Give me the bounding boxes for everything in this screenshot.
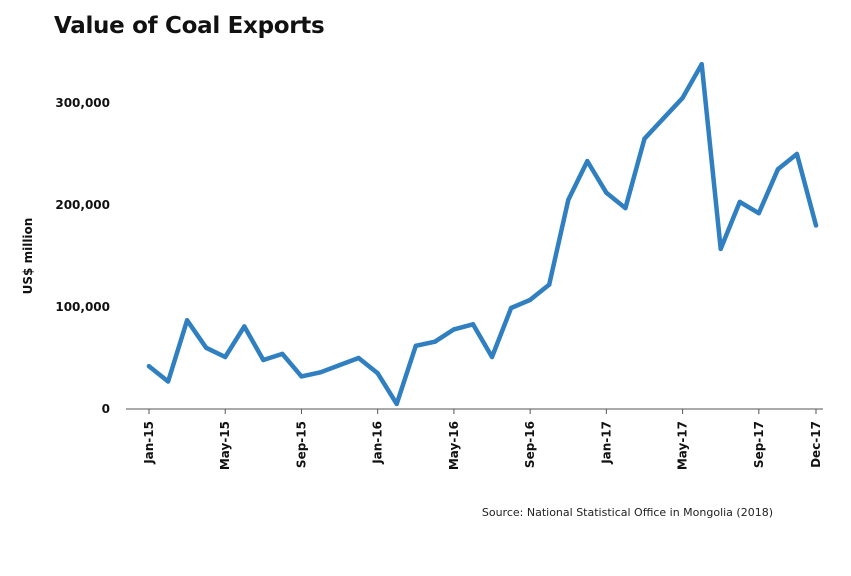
source-note: Source: National Statistical Office in M… <box>481 506 773 519</box>
x-tick-label: Jan-16 <box>371 421 385 465</box>
x-tick-label: Sep-15 <box>294 421 308 468</box>
data-point-Oct-16 <box>547 282 552 287</box>
data-point-Mar-15 <box>184 318 190 323</box>
y-tick-label: 200,000 <box>55 198 110 212</box>
series-line <box>146 61 819 407</box>
data-point-Jun-17 <box>699 61 704 67</box>
data-point-Apr-17 <box>661 116 666 121</box>
data-point-May-17 <box>680 95 685 101</box>
data-point-Mar-16 <box>413 343 418 348</box>
y-axis-title: US$ million <box>21 218 35 295</box>
data-point-May-16 <box>451 327 457 332</box>
data-point-Feb-16 <box>394 401 399 407</box>
data-point-Aug-15 <box>280 351 285 357</box>
data-point-Nov-15 <box>337 362 342 368</box>
data-point-Dec-16 <box>585 158 590 164</box>
x-tick-label: Jan-17 <box>599 421 613 465</box>
y-axis-ticks: 0 100,000 200,000 300,000 <box>55 96 110 416</box>
data-point-Dec-15 <box>356 355 361 361</box>
data-point-Aug-17 <box>737 199 742 205</box>
x-tick-label: Jan-15 <box>142 421 156 465</box>
x-tick-label: Sep-17 <box>752 421 766 468</box>
x-tick-label: May-15 <box>218 421 232 470</box>
data-point-Feb-15 <box>165 379 171 384</box>
data-point-Apr-16 <box>432 339 438 344</box>
data-point-Sep-15 <box>299 374 304 379</box>
x-axis-ticks: Jan-15 May-15 Sep-15 Jan-16 May-16 Sep-16 Jan-… <box>142 409 823 470</box>
data-point-Jan-15 <box>146 364 152 369</box>
data-point-Nov-16 <box>566 197 571 203</box>
data-point-May-15 <box>223 354 228 360</box>
data-point-Oct-17 <box>775 167 781 172</box>
x-tick-label: May-16 <box>447 421 461 470</box>
y-tick-label: 300,000 <box>55 96 110 110</box>
data-point-Dec-17 <box>813 223 819 228</box>
y-tick-label: 0 <box>102 402 110 416</box>
data-point-Jan-17 <box>604 190 609 195</box>
x-tick-label: Dec-17 <box>809 421 823 468</box>
y-tick-label: 100,000 <box>55 300 110 314</box>
x-tick-label: Sep-16 <box>523 421 537 468</box>
data-points <box>146 61 819 407</box>
data-point-Feb-17 <box>623 205 628 211</box>
data-point-Oct-15 <box>318 370 323 375</box>
data-point-Aug-16 <box>508 305 514 311</box>
data-point-Jun-15 <box>242 324 247 329</box>
data-point-Apr-15 <box>204 345 209 350</box>
x-tick-label: May-17 <box>676 421 690 470</box>
data-point-Sep-17 <box>756 211 761 216</box>
data-point-Jan-16 <box>375 371 380 376</box>
data-point-Mar-17 <box>642 136 647 141</box>
data-point-Jul-17 <box>718 246 723 252</box>
data-point-Sep-16 <box>527 297 533 303</box>
data-point-Jul-16 <box>489 354 495 360</box>
chart-title: Value of Coal Exports <box>54 13 325 39</box>
data-point-Nov-17 <box>794 151 800 157</box>
data-point-Jun-16 <box>470 322 476 327</box>
data-point-Jul-15 <box>261 357 266 363</box>
